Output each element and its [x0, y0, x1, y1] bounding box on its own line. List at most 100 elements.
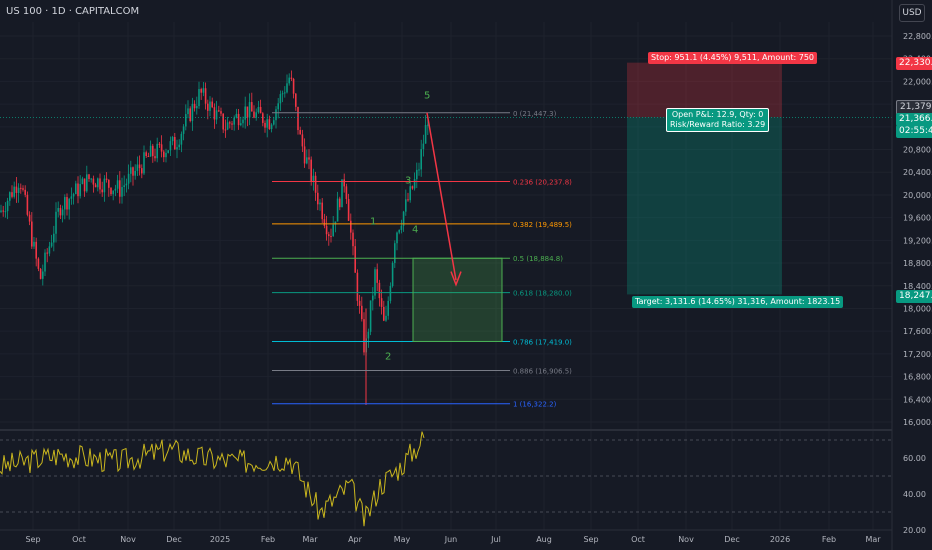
time-axis-label: Feb: [261, 535, 275, 544]
arrow-head: [450, 271, 462, 287]
candle-body: [231, 123, 233, 125]
candle-body: [121, 187, 123, 197]
candle-body: [53, 233, 55, 243]
candle-body: [28, 214, 31, 222]
candle-body: [143, 152, 145, 174]
candle-body: [79, 183, 81, 197]
candle-body: [130, 167, 132, 174]
candle-body: [314, 175, 317, 193]
candle-body: [220, 111, 222, 114]
price-axis-label: 18,000.0: [903, 304, 932, 313]
candle-body: [61, 209, 64, 216]
candle-body: [68, 198, 70, 210]
rsi-line: [0, 431, 425, 527]
candle-body: [94, 184, 97, 188]
candle-body: [352, 232, 354, 247]
candle-body: [427, 124, 429, 126]
time-axis-label: Dec: [724, 535, 739, 544]
price-axis-label: 16,800.0: [903, 373, 932, 382]
rsi-axis-label: 20.00: [903, 526, 926, 535]
symbol-title[interactable]: US 100 · 1D · CAPITALCOM: [6, 6, 140, 17]
candle-body: [279, 94, 282, 104]
candle-body: [286, 83, 288, 93]
candle-body: [116, 180, 119, 189]
candle-body: [356, 272, 359, 301]
price-axis-label: 17,600.0: [903, 327, 932, 336]
candle-body: [123, 185, 125, 188]
candle-body: [242, 119, 244, 124]
candle-body: [281, 93, 284, 95]
candle-body: [380, 298, 383, 307]
fib-level-label: 0.786 (17,419.0): [513, 338, 572, 346]
candle-body: [387, 300, 389, 316]
candle-body: [182, 126, 185, 134]
countdown-tag: 02:55:47: [896, 125, 932, 138]
candle-body: [211, 101, 213, 108]
candle-body: [187, 108, 189, 115]
candle-body: [224, 129, 227, 131]
time-axis-label: Aug: [536, 535, 552, 544]
candle-body: [97, 178, 99, 188]
open-pnl-box: Open P&L: 12.9, Qty: 0 Risk/Reward Ratio…: [666, 108, 770, 132]
candle-body: [90, 178, 92, 180]
candle-body: [407, 199, 409, 201]
projection-arrow: [426, 112, 457, 281]
candle-body: [46, 252, 48, 254]
candle-body: [127, 173, 130, 184]
candle-body: [108, 179, 110, 188]
candle-body: [156, 143, 158, 159]
candle-body: [411, 186, 414, 189]
candle-body: [11, 192, 13, 197]
candle-body: [189, 108, 191, 122]
candle-body: [268, 119, 271, 130]
candle-body: [361, 305, 363, 320]
candle-body: [99, 178, 101, 190]
candle-body: [114, 188, 117, 191]
candle-body: [6, 200, 9, 212]
time-axis-label: Oct: [631, 535, 645, 544]
candle-body: [413, 179, 416, 189]
candle-body: [336, 198, 339, 222]
candle-body: [193, 103, 196, 109]
candle-body: [422, 143, 425, 150]
candle-body: [88, 174, 90, 179]
wave-label-1: 1: [370, 216, 376, 227]
fib-level-label: 0.618 (18,280.0): [513, 290, 572, 298]
fib-level-label: 0 (21,447.3): [513, 110, 557, 118]
rsi-axis-label: 60.00: [903, 454, 926, 463]
candle-body: [233, 117, 235, 125]
risk-reward-label: Risk/Reward Ratio: 3.29: [670, 120, 766, 129]
target-price-tag: 18,247.7: [896, 290, 932, 303]
candle-body: [297, 106, 299, 130]
candle-body: [92, 178, 95, 185]
candle-body: [66, 197, 68, 210]
candle-body: [345, 186, 348, 199]
candle-body: [303, 146, 306, 164]
candle-body: [363, 319, 365, 353]
candle-body: [277, 103, 279, 110]
candle-body: [154, 156, 156, 159]
candle-body: [163, 151, 165, 158]
currency-button[interactable]: USD: [899, 4, 925, 22]
candle-body: [229, 122, 231, 124]
candle-body: [400, 225, 403, 230]
candle-body: [339, 198, 341, 208]
candle-body: [325, 225, 328, 235]
candle-body: [402, 211, 405, 226]
candle-body: [288, 77, 290, 84]
candle-body: [86, 174, 88, 192]
candle-body: [180, 133, 183, 145]
candle-body: [253, 111, 255, 118]
candle-body: [198, 89, 200, 107]
time-axis-label: Jul: [490, 535, 501, 544]
candle-body: [398, 229, 400, 233]
candle-body: [301, 134, 304, 147]
time-axis-label: Nov: [678, 535, 694, 544]
candle-body: [317, 192, 319, 205]
candle-body: [26, 194, 29, 215]
candle-body: [284, 92, 286, 94]
candle-body: [391, 262, 394, 287]
candle-body: [176, 147, 178, 150]
candle-body: [405, 199, 407, 212]
